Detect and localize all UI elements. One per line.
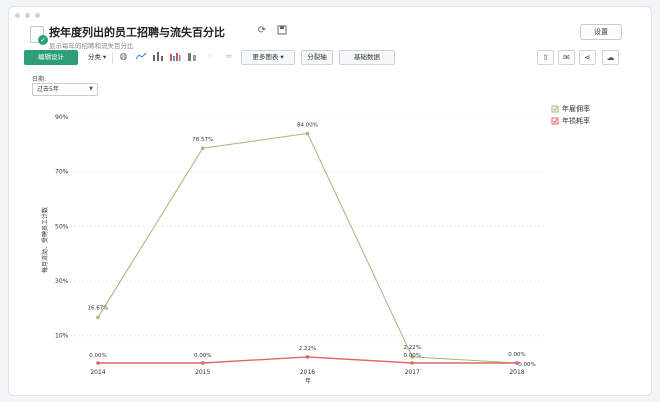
- legend-check-icon: [553, 106, 558, 112]
- date-filter-label: 日期:: [32, 76, 47, 83]
- window-dot[interactable]: [15, 13, 20, 18]
- data-label: 0.00%: [404, 353, 421, 359]
- toolbar: 编辑设计 分类 ▾ ◍ ⁘ ≈ 更多图表 ▾ 分裂轴 基础数据 ⇪ ✉ ⋖ ☁: [0, 50, 644, 70]
- x-tick-label: 2014: [90, 369, 105, 376]
- data-label: 84.00%: [297, 122, 318, 128]
- series-line: [97, 132, 518, 364]
- data-point: [410, 355, 415, 359]
- cloud-upload-icon[interactable]: ☁: [602, 50, 619, 65]
- data-point: [96, 315, 100, 320]
- data-point: [305, 131, 310, 136]
- legend-check-icon: [553, 118, 558, 124]
- data-point: [200, 146, 205, 151]
- grouped-bar-icon[interactable]: [168, 51, 181, 64]
- refresh-icon[interactable]: ⟳: [257, 25, 267, 36]
- data-label: 2.22%: [299, 346, 316, 352]
- toolbar-divider: [112, 52, 113, 63]
- data-point: [515, 361, 519, 365]
- split-axis-label: 分裂轴: [307, 53, 327, 61]
- window-dot[interactable]: [25, 13, 30, 18]
- page-subtitle: 显示每年的招聘和流失百分比: [49, 42, 134, 50]
- data-label: 16.67%: [88, 305, 109, 311]
- y-tick-label: 30%: [55, 278, 69, 285]
- split-axis-button[interactable]: 分裂轴: [301, 50, 333, 65]
- share-icon[interactable]: ⋖: [579, 50, 596, 65]
- export-icon[interactable]: ⇪: [537, 50, 554, 65]
- scatter-icon[interactable]: ⁘: [206, 52, 215, 62]
- data-point: [200, 361, 205, 365]
- date-filter-select[interactable]: 过去5年 ▼: [32, 83, 98, 96]
- basic-data-label: 基础数据: [354, 53, 380, 61]
- data-label: 2.22%: [404, 345, 421, 351]
- group-dropdown[interactable]: 分类 ▾: [84, 50, 110, 65]
- x-tick-label: 2018: [509, 369, 524, 376]
- report-window: [8, 6, 652, 396]
- y-tick-label: 50%: [55, 223, 69, 230]
- legend-swatch: [551, 105, 559, 113]
- window-controls: [15, 13, 40, 18]
- y-tick-label: 90%: [55, 114, 69, 121]
- data-point: [305, 355, 310, 359]
- email-icon[interactable]: ✉: [558, 50, 575, 65]
- save-icon[interactable]: [276, 25, 288, 37]
- legend-label: 年雇佣率: [562, 104, 590, 113]
- edit-design-button[interactable]: 编辑设计: [24, 50, 78, 65]
- x-axis-title: 年: [305, 377, 311, 385]
- check-badge-icon: ✓: [38, 35, 48, 45]
- settings-button[interactable]: 设置: [580, 24, 622, 40]
- basic-data-button[interactable]: 基础数据: [339, 50, 395, 65]
- group-label: 分类: [87, 53, 101, 61]
- data-label: 0.00%: [518, 362, 535, 368]
- x-tick-label: 2017: [405, 369, 420, 376]
- area-chart-icon[interactable]: ≈: [224, 52, 233, 62]
- page-title: 按年度列出的员工招聘与流失百分比: [49, 26, 225, 39]
- bar-chart-icon[interactable]: [151, 51, 164, 64]
- data-label: 78.57%: [192, 137, 213, 143]
- x-tick-label: 2015: [195, 369, 210, 376]
- window-dot[interactable]: [35, 13, 40, 18]
- y-axis-title: 每月流动、受聘员工计数: [41, 207, 49, 273]
- legend-swatch: [551, 117, 559, 125]
- globe-icon[interactable]: ◍: [119, 52, 128, 62]
- data-point: [96, 361, 100, 365]
- more-charts-label: 更多图表: [252, 53, 279, 61]
- more-charts-dropdown[interactable]: 更多图表 ▾: [241, 50, 295, 65]
- chevron-down-icon: ▼: [89, 86, 93, 92]
- data-label: 0.00%: [508, 352, 525, 358]
- data-label: 0.00%: [194, 353, 211, 359]
- report-icon: ✓: [30, 26, 48, 45]
- y-tick-label: 10%: [55, 333, 69, 340]
- date-filter-value: 过去5年: [37, 86, 59, 93]
- stacked-bar-icon[interactable]: [186, 51, 199, 64]
- legend-label: 年损耗率: [562, 116, 590, 125]
- y-tick-label: 70%: [55, 169, 69, 176]
- x-tick-label: 2016: [300, 369, 315, 376]
- line-chart-icon[interactable]: [134, 51, 147, 64]
- edit-design-label: 编辑设计: [38, 53, 64, 61]
- data-label: 0.00%: [89, 353, 106, 359]
- data-point: [410, 361, 415, 365]
